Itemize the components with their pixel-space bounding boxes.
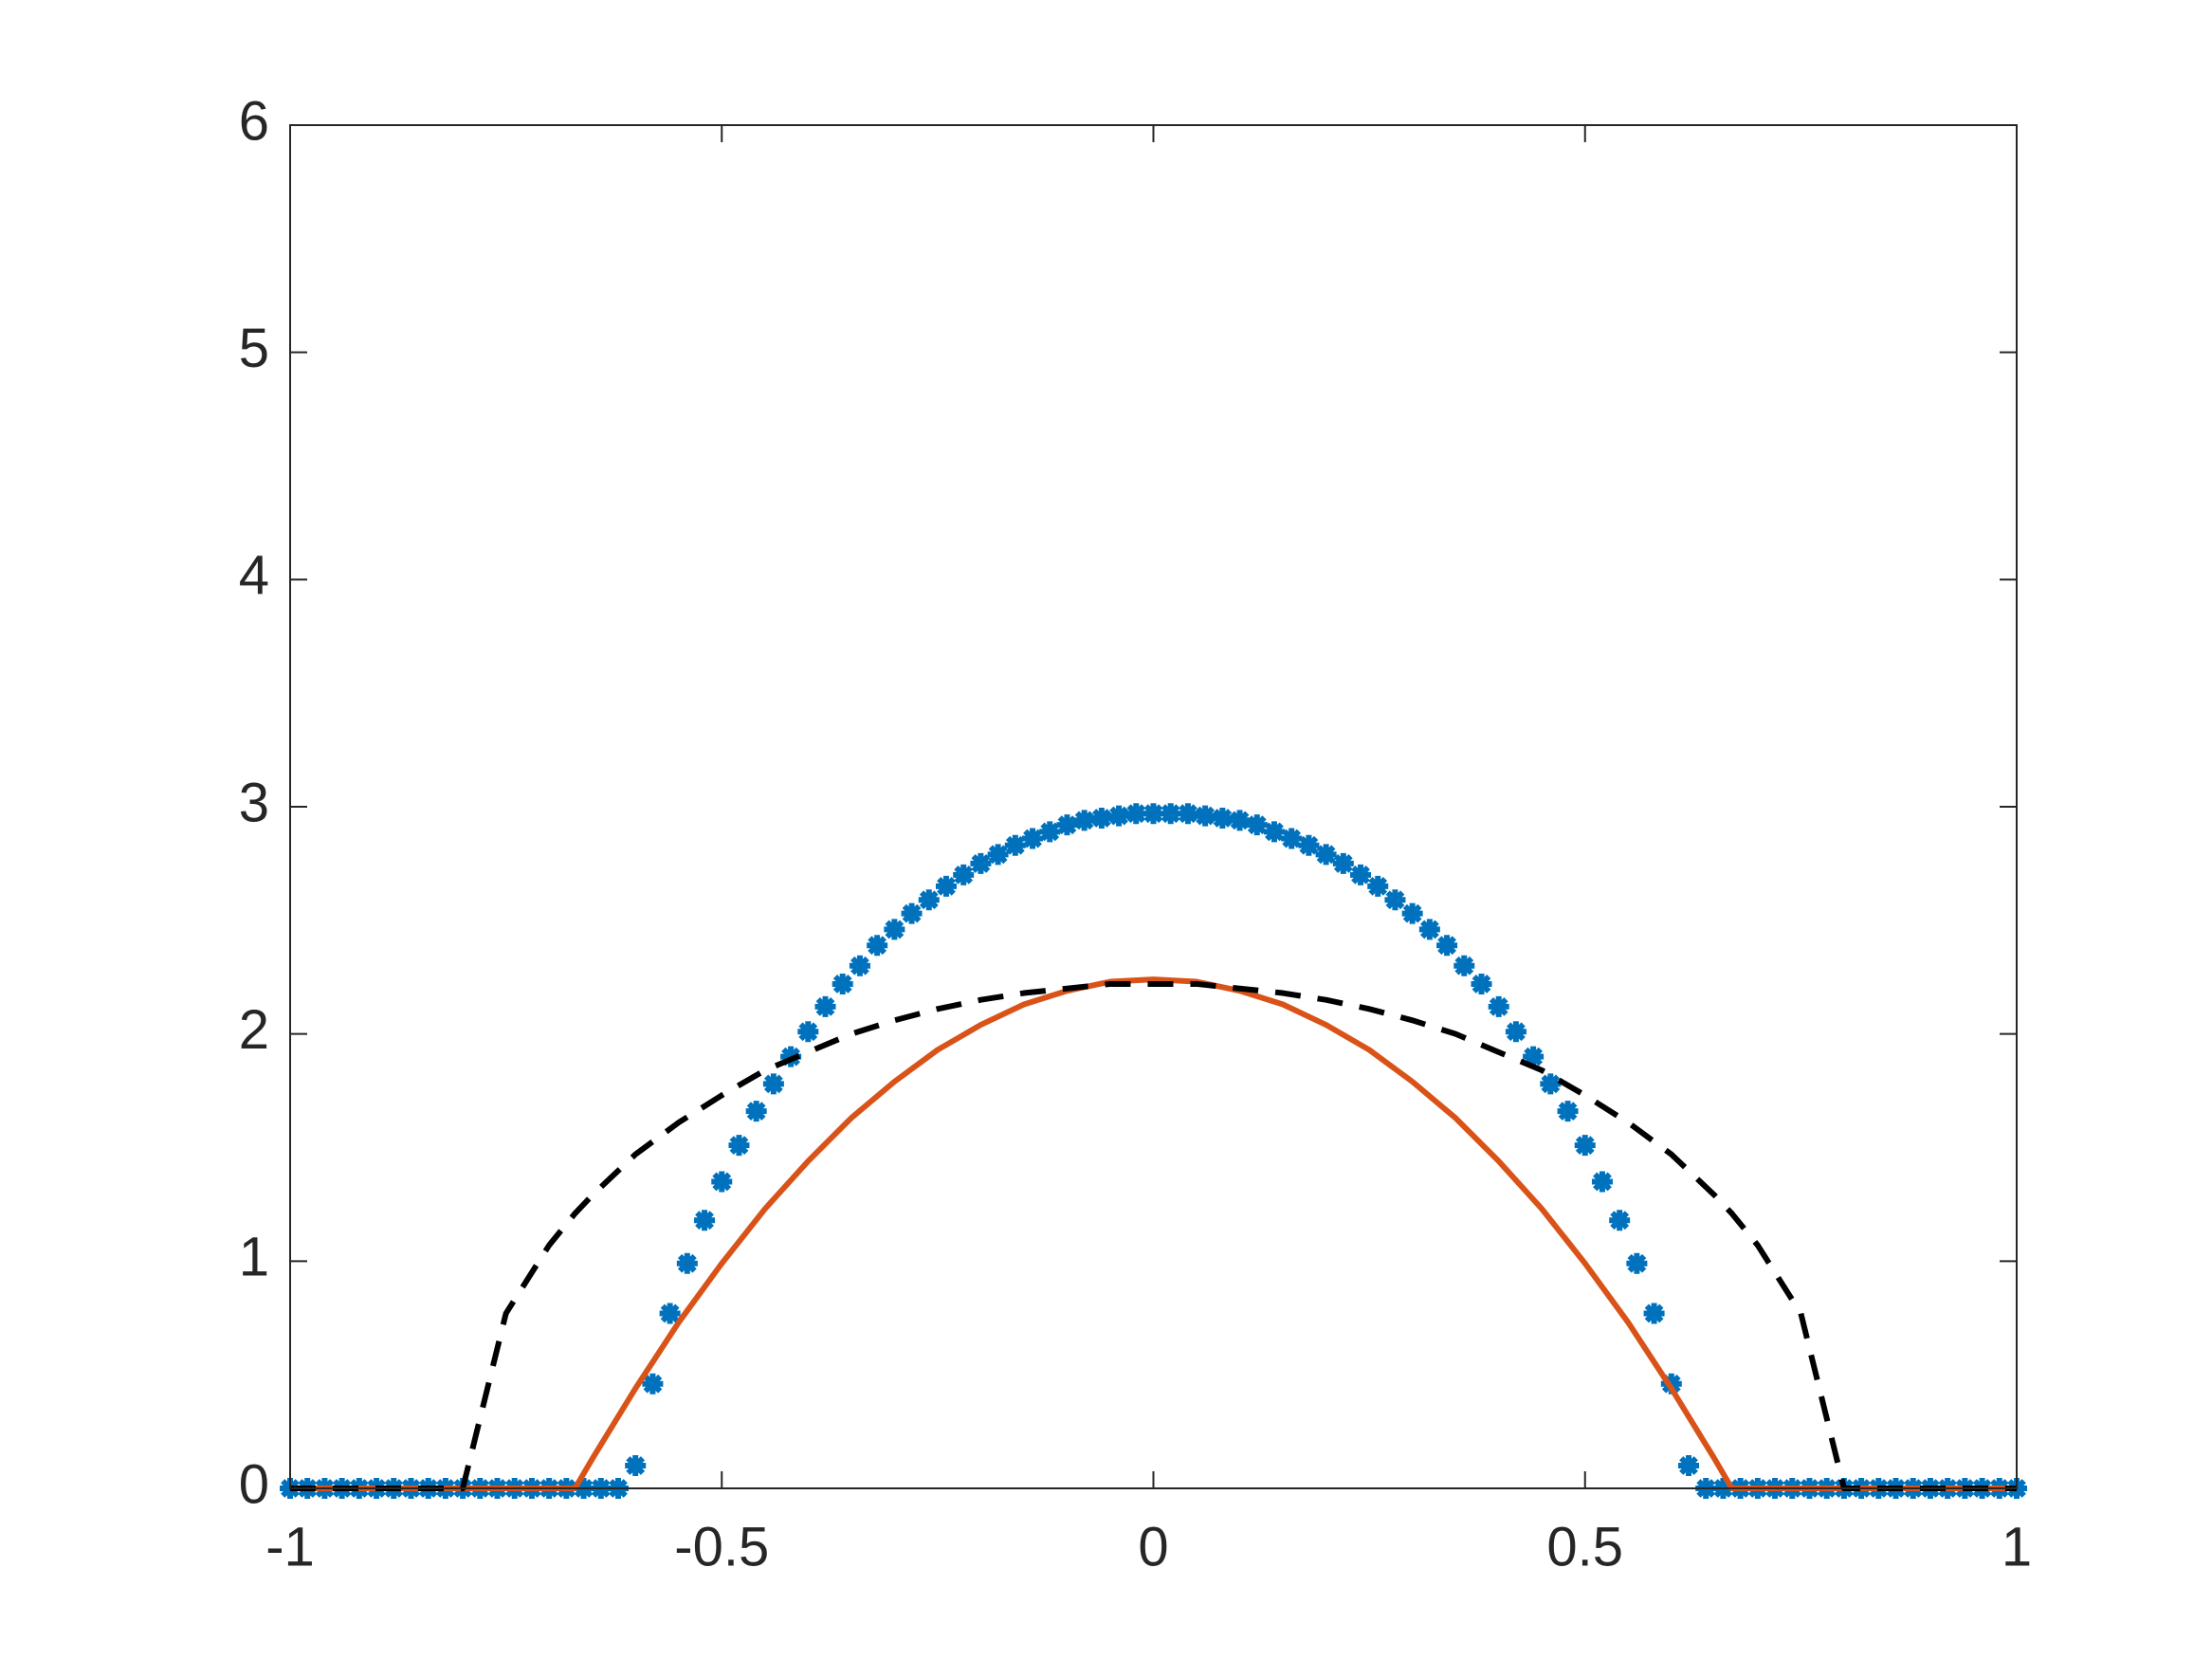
data-marker [884,919,905,940]
data-marker [953,864,975,885]
solid-line [290,976,2017,1491]
data-marker [728,1135,750,1157]
data-marker [676,1252,698,1274]
x-tick-label: 0 [1138,1516,1168,1577]
data-marker [1505,1021,1526,1043]
data-marker [1039,821,1061,843]
data-marker [1143,803,1164,825]
y-tick-label: 5 [239,318,269,379]
x-tick-label: 1 [2002,1516,2032,1577]
data-marker [1384,889,1406,911]
dashed-line [290,980,2017,1491]
data-marker [1263,821,1285,843]
data-marker [1315,844,1337,866]
data-marker [987,844,1009,866]
y-tick-label: 6 [239,90,269,152]
data-marker [1246,814,1268,836]
data-marker [1678,1455,1700,1477]
x-tick-label: -1 [265,1516,315,1577]
data-marker [970,852,992,874]
data-marker [1350,864,1372,885]
data-marker [1523,1046,1545,1067]
data-marker [1022,828,1044,849]
data-marker [1418,919,1440,940]
data-marker [1609,1210,1631,1231]
data-marker [849,955,870,976]
y-tick-label: 1 [239,1227,269,1288]
data-marker [867,935,888,957]
data-marker [1540,1073,1562,1095]
x-tick-label: -0.5 [674,1516,769,1577]
data-marker [901,902,923,924]
data-marker [832,973,853,994]
data-marker [1591,1171,1613,1193]
data-marker [1436,935,1458,957]
data-marker [1160,803,1181,825]
data-marker [1281,828,1303,849]
data-marker [797,1021,819,1043]
y-tick-label: 4 [239,545,269,607]
data-marker [1367,875,1389,897]
y-tick-label: 0 [239,1453,269,1515]
data-marker [762,1073,784,1095]
data-marker [1298,834,1320,856]
data-marker [1453,955,1475,976]
data-marker [1557,1101,1579,1122]
data-marker [1401,902,1423,924]
data-marker [918,889,940,911]
data-marker [1643,1303,1665,1324]
data-marker [1177,803,1198,825]
data-marker [1574,1135,1596,1157]
data-marker [1471,973,1492,994]
data-marker [1073,810,1095,831]
x-tick-label: 0.5 [1546,1516,1623,1577]
data-marker [1056,814,1078,836]
data-marker [642,1373,664,1395]
data-marker [1108,805,1130,827]
data-marker [694,1210,716,1231]
data-marker [1090,807,1112,829]
data-marker [1212,807,1234,829]
data-marker [1195,805,1216,827]
y-tick-label: 2 [239,999,269,1061]
data-marker [711,1171,733,1193]
data-marker [1488,995,1509,1017]
data-marker [745,1101,767,1122]
data-marker [1004,834,1026,856]
data-marker [1626,1252,1648,1274]
data-marker [1229,810,1251,831]
data-marker [1332,852,1354,874]
data-marker [935,875,957,897]
data-marker [814,995,836,1017]
y-tick-label: 3 [239,772,269,833]
data-marker [625,1455,647,1477]
data-marker [659,1303,681,1324]
data-marker [1125,803,1147,825]
axes-box [289,124,2018,1489]
